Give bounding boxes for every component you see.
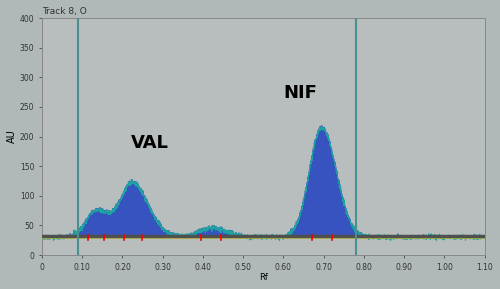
Text: Track 8, O: Track 8, O bbox=[42, 7, 86, 16]
Y-axis label: AU: AU bbox=[7, 130, 17, 143]
Text: NIF: NIF bbox=[284, 84, 318, 102]
Text: VAL: VAL bbox=[130, 134, 168, 152]
X-axis label: Rf: Rf bbox=[259, 273, 268, 282]
